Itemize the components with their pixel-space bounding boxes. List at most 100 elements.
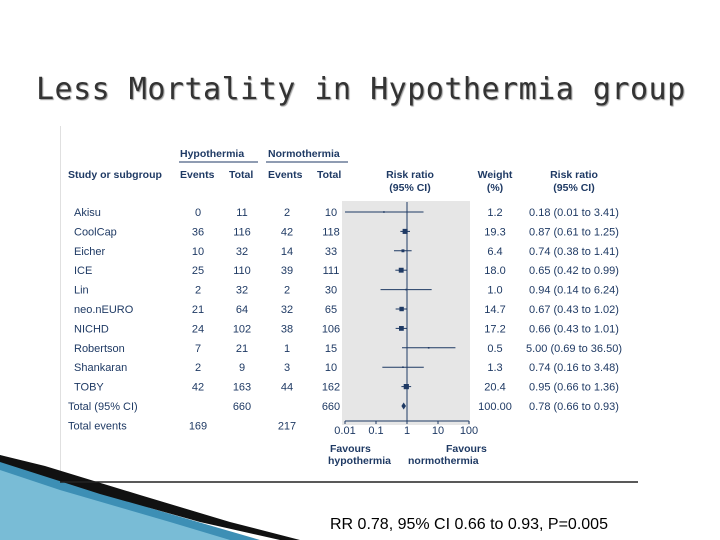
hypothermia-total: 32 (236, 246, 248, 258)
point-estimate-square (399, 326, 404, 331)
hypothermia-total: 163 (233, 382, 251, 394)
normothermia-events: 44 (281, 382, 293, 394)
hypothermia-events: 0 (195, 207, 201, 219)
point-estimate-square (383, 211, 385, 213)
weight-value: 1.3 (487, 362, 502, 374)
risk-ratio-ci-value: 0.65 (0.42 to 0.99) (529, 265, 619, 277)
pooled-normothermia-total: 660 (322, 401, 340, 413)
normothermia-group-header: Normothermia (268, 148, 340, 160)
risk-ratio-ci-subheader: (95% CI) (553, 182, 594, 194)
total-events-normothermia: 217 (278, 420, 296, 432)
risk-ratio-ci-header: Risk ratio (550, 169, 598, 181)
study-name: TOBY (74, 382, 104, 394)
pooled-risk-ratio-ci: 0.78 (0.66 to 0.93) (529, 401, 619, 413)
normothermia-total: 118 (322, 226, 340, 238)
events-column-header-1: Events (180, 169, 215, 181)
study-row-toby: TOBY 42 163 44 162 20.4 0.95 (0.66 to 1.36) (74, 382, 619, 394)
study-row-shankaran: Shankaran 2 9 3 10 1.3 0.74 (0.16 to 3.48) (74, 362, 619, 374)
point-estimate-square (405, 288, 407, 291)
x-tick-label: 10 (432, 425, 444, 437)
normothermia-total: 106 (322, 323, 340, 335)
weight-value: 17.2 (484, 323, 505, 335)
study-row-eicher: Eicher 10 32 14 33 6.4 0.74 (0.38 to 1.41) (74, 246, 619, 258)
risk-ratio-ci-value: 0.94 (0.14 to 6.24) (529, 285, 619, 297)
point-estimate-square (402, 228, 408, 234)
study-column-header: Study or subgroup (68, 169, 162, 181)
hypothermia-total: 116 (233, 226, 251, 238)
x-tick-label: 0.1 (368, 425, 383, 437)
hypothermia-events: 42 (192, 382, 204, 394)
study-name: Akisu (74, 207, 101, 219)
normothermia-events: 3 (284, 362, 290, 374)
hypothermia-events: 36 (192, 226, 204, 238)
risk-ratio-ci-value: 0.87 (0.61 to 1.25) (529, 226, 619, 238)
forest-marks (345, 211, 456, 410)
study-row-ice: ICE 25 110 39 111 18.0 0.65 (0.42 to 0.99) (74, 265, 619, 277)
hypothermia-total: 64 (236, 304, 248, 316)
weight-value: 0.5 (487, 343, 502, 355)
pooled-weight: 100.00 (478, 401, 512, 413)
normothermia-total: 111 (323, 265, 340, 277)
weight-column-subheader: (%) (487, 182, 503, 194)
study-row-akisu: Akisu 0 11 2 10 1.2 0.18 (0.01 to 3.41) (74, 207, 619, 219)
risk-ratio-plot-subheader: (95% CI) (389, 182, 430, 194)
decorative-swoosh (0, 455, 300, 540)
normothermia-total: 30 (325, 285, 337, 297)
point-estimate-square (402, 366, 404, 368)
study-rows: Akisu 0 11 2 10 1.2 0.18 (0.01 to 3.41) CoolCap… (68, 207, 622, 432)
normothermia-events: 1 (284, 343, 290, 355)
weight-value: 1.0 (487, 285, 502, 297)
pooled-hypothermia-total: 660 (233, 401, 251, 413)
study-row-neo-neuro: neo.nEURO 21 64 32 65 14.7 0.67 (0.43 to 1.02) (74, 304, 619, 316)
normothermia-total: 65 (325, 304, 337, 316)
risk-ratio-plot-header: Risk ratio (386, 169, 434, 181)
hypothermia-events: 24 (192, 323, 204, 335)
total-column-header-1: Total (229, 169, 253, 181)
normothermia-events: 39 (281, 265, 293, 277)
hypothermia-total: 32 (236, 285, 248, 297)
weight-value: 18.0 (484, 265, 505, 277)
hypothermia-events: 7 (195, 343, 201, 355)
hypothermia-events: 2 (195, 362, 201, 374)
normothermia-events: 2 (284, 285, 290, 297)
normothermia-events: 14 (281, 246, 293, 258)
total-events-row: Total events 169 217 (68, 420, 296, 432)
risk-ratio-ci-value: 0.66 (0.43 to 1.01) (529, 323, 619, 335)
study-name: Robertson (74, 343, 125, 355)
summary-statistic: RR 0.78, 95% CI 0.66 to 0.93, P=0.005 (330, 516, 608, 533)
study-row-lin: Lin 2 32 2 30 1.0 0.94 (0.14 to 6.24) (74, 285, 619, 297)
events-column-header-2: Events (268, 169, 303, 181)
study-name: NICHD (74, 323, 109, 335)
point-estimate-square (398, 267, 404, 273)
hypothermia-events: 2 (195, 285, 201, 297)
risk-ratio-ci-value: 0.67 (0.43 to 1.02) (529, 304, 619, 316)
x-tick-label: 1 (404, 425, 410, 437)
hypothermia-total: 9 (239, 362, 245, 374)
normothermia-total: 15 (325, 343, 337, 355)
study-name: Shankaran (74, 362, 127, 374)
pooled-label: Total (95% CI) (68, 401, 138, 413)
hypothermia-group-header: Hypothermia (180, 148, 244, 160)
slide-title: Less Mortality in Hypothermia group (36, 72, 686, 107)
favours-right-sublabel: normothermia (408, 455, 479, 467)
hypothermia-total: 110 (233, 265, 251, 277)
point-estimate-square (427, 347, 430, 349)
risk-ratio-ci-value: 0.18 (0.01 to 3.41) (529, 207, 619, 219)
study-name: Eicher (74, 246, 106, 258)
study-name: neo.nEURO (74, 304, 134, 316)
risk-ratio-ci-value: 0.95 (0.66 to 1.36) (529, 382, 619, 394)
x-tick-label: 0.01 (334, 425, 355, 437)
total-column-header-2: Total (317, 169, 341, 181)
study-row-coolcap: CoolCap 36 116 42 118 19.3 0.87 (0.61 to 1.25) (74, 226, 619, 238)
point-estimate-square (399, 306, 404, 312)
weight-value: 6.4 (487, 246, 502, 258)
pooled-diamond (401, 402, 407, 410)
study-row-nichd: NICHD 24 102 38 106 17.2 0.66 (0.43 to 1.01) (74, 323, 619, 335)
x-axis: 0.01 0.1 1 10 100 (334, 202, 478, 437)
total-events-hypothermia: 169 (189, 420, 207, 432)
hypothermia-total: 21 (236, 343, 248, 355)
risk-ratio-ci-value: 0.74 (0.16 to 3.48) (529, 362, 619, 374)
hypothermia-events: 10 (192, 246, 204, 258)
normothermia-events: 32 (281, 304, 293, 316)
